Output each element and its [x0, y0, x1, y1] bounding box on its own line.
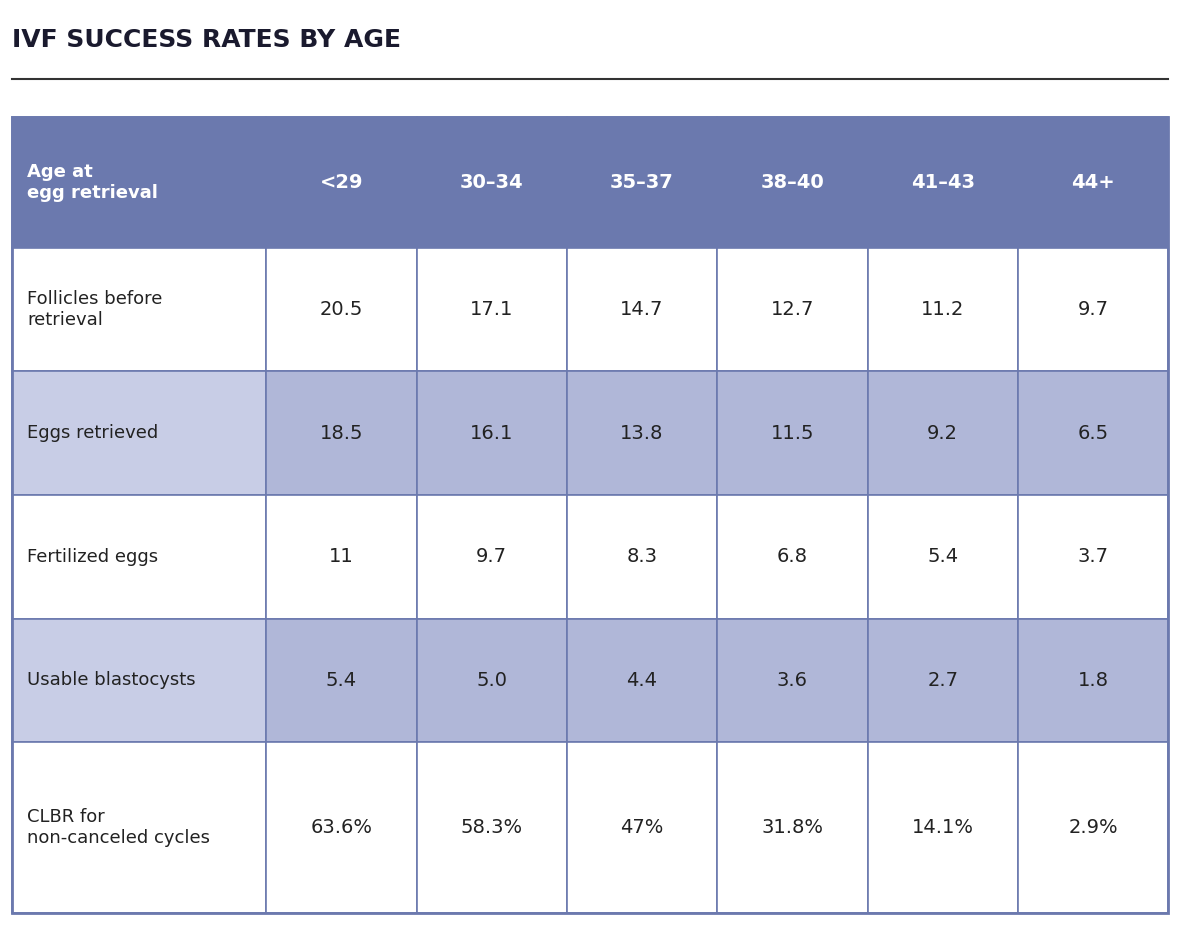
Text: Follicles before
retrieval: Follicles before retrieval: [27, 291, 163, 329]
Text: CLBR for
non-canceled cycles: CLBR for non-canceled cycles: [27, 808, 210, 847]
Text: 17.1: 17.1: [470, 300, 513, 320]
Text: 5.4: 5.4: [326, 671, 356, 690]
Text: 30–34: 30–34: [460, 172, 524, 192]
Bar: [417, 495, 566, 619]
Text: 63.6%: 63.6%: [310, 818, 373, 837]
Bar: [267, 372, 417, 495]
Text: Eggs retrieved: Eggs retrieved: [27, 424, 158, 443]
Bar: [267, 116, 417, 248]
Text: 14.1%: 14.1%: [912, 818, 973, 837]
Text: 41–43: 41–43: [911, 172, 975, 192]
Bar: [717, 495, 867, 619]
Bar: [717, 372, 867, 495]
Bar: [267, 248, 417, 372]
Text: 20.5: 20.5: [320, 300, 363, 320]
Bar: [566, 248, 717, 372]
Bar: [12, 116, 1168, 913]
Bar: [867, 372, 1018, 495]
Text: 5.4: 5.4: [927, 547, 958, 567]
Bar: [417, 742, 566, 913]
Text: 11.2: 11.2: [922, 300, 964, 320]
Bar: [566, 372, 717, 495]
Bar: [717, 116, 867, 248]
Text: Age at
egg retrieval: Age at egg retrieval: [27, 163, 158, 201]
Text: 11.5: 11.5: [771, 424, 814, 443]
Bar: [1018, 372, 1168, 495]
Text: 5.0: 5.0: [477, 671, 507, 690]
Bar: [566, 742, 717, 913]
Bar: [12, 619, 267, 742]
Text: 14.7: 14.7: [621, 300, 663, 320]
Text: 44+: 44+: [1071, 172, 1115, 192]
Text: 16.1: 16.1: [470, 424, 513, 443]
Text: 4.4: 4.4: [627, 671, 657, 690]
Bar: [1018, 248, 1168, 372]
Text: 3.7: 3.7: [1077, 547, 1108, 567]
Bar: [566, 116, 717, 248]
Text: 18.5: 18.5: [320, 424, 363, 443]
Text: 47%: 47%: [621, 818, 663, 837]
Text: 58.3%: 58.3%: [460, 818, 523, 837]
Bar: [12, 495, 267, 619]
Text: 38–40: 38–40: [760, 172, 825, 192]
Text: 9.2: 9.2: [927, 424, 958, 443]
Text: 2.7: 2.7: [927, 671, 958, 690]
Text: 1.8: 1.8: [1077, 671, 1108, 690]
Bar: [12, 248, 267, 372]
Bar: [1018, 742, 1168, 913]
Bar: [1018, 116, 1168, 248]
Bar: [417, 248, 566, 372]
Bar: [1018, 619, 1168, 742]
Bar: [566, 495, 717, 619]
Bar: [867, 619, 1018, 742]
Bar: [717, 619, 867, 742]
Text: Fertilized eggs: Fertilized eggs: [27, 548, 158, 566]
Bar: [267, 619, 417, 742]
Bar: [717, 248, 867, 372]
Text: 6.8: 6.8: [776, 547, 808, 567]
Text: <29: <29: [320, 172, 363, 192]
Bar: [12, 742, 267, 913]
Bar: [566, 619, 717, 742]
Text: 8.3: 8.3: [627, 547, 657, 567]
Text: Usable blastocysts: Usable blastocysts: [27, 671, 196, 690]
Text: 3.6: 3.6: [776, 671, 808, 690]
Text: 12.7: 12.7: [771, 300, 814, 320]
Bar: [12, 372, 267, 495]
Text: 6.5: 6.5: [1077, 424, 1108, 443]
Bar: [12, 116, 267, 248]
Bar: [867, 248, 1018, 372]
Bar: [417, 372, 566, 495]
Bar: [267, 742, 417, 913]
Text: IVF SUCCESS RATES BY AGE: IVF SUCCESS RATES BY AGE: [12, 28, 401, 52]
Bar: [867, 495, 1018, 619]
Bar: [417, 116, 566, 248]
Text: 35–37: 35–37: [610, 172, 674, 192]
Bar: [1018, 495, 1168, 619]
Bar: [267, 495, 417, 619]
Bar: [717, 742, 867, 913]
Text: 31.8%: 31.8%: [761, 818, 824, 837]
Bar: [867, 116, 1018, 248]
Text: 11: 11: [329, 547, 354, 567]
Bar: [867, 742, 1018, 913]
Text: 9.7: 9.7: [477, 547, 507, 567]
Text: 9.7: 9.7: [1077, 300, 1108, 320]
Text: 2.9%: 2.9%: [1068, 818, 1117, 837]
Bar: [417, 619, 566, 742]
Text: 13.8: 13.8: [621, 424, 663, 443]
